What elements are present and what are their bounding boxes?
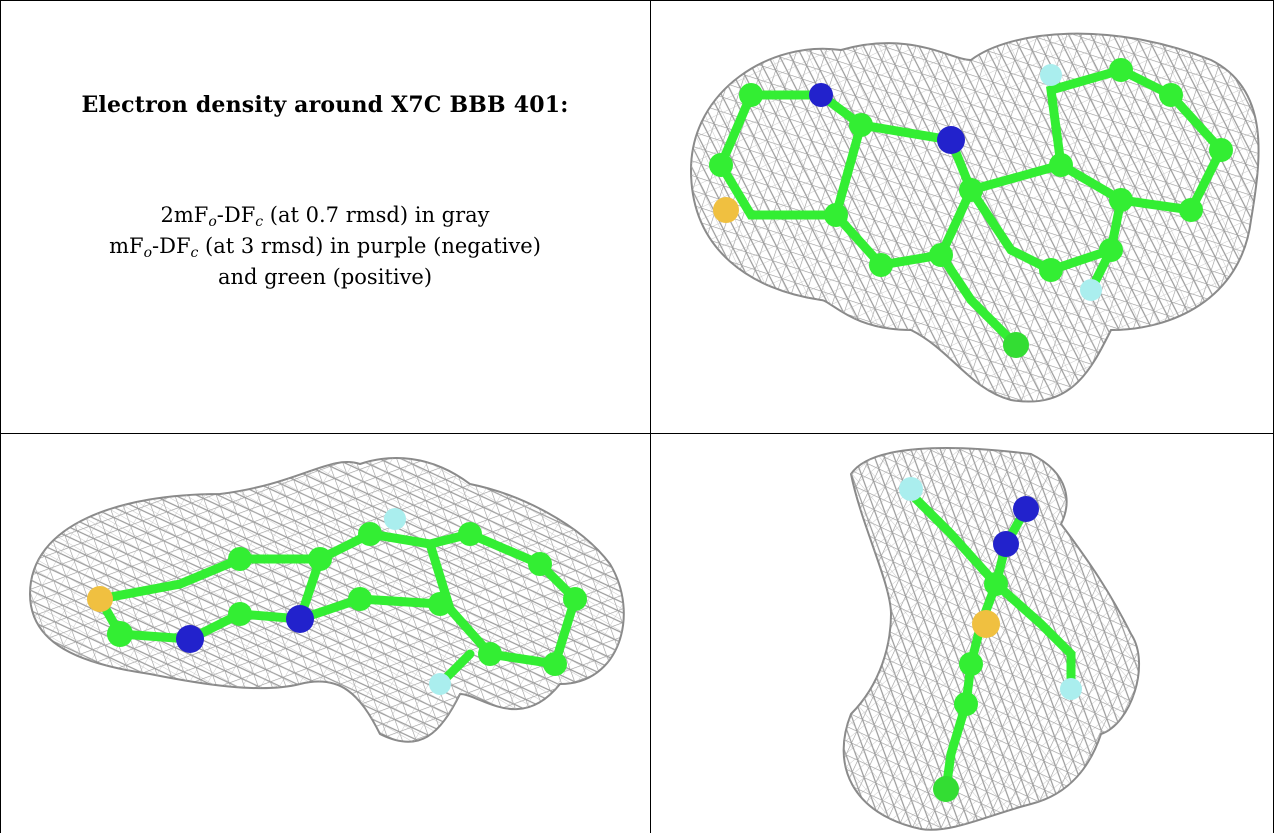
table-rule <box>0 433 1274 434</box>
table-rule <box>0 0 1 833</box>
carbon-atom <box>428 592 452 616</box>
carbon-atom <box>824 203 848 227</box>
nitrogen-atom <box>993 531 1019 557</box>
molecule-render-1 <box>689 32 1260 403</box>
fluorine-atom <box>1060 678 1082 700</box>
sulfur-atom <box>87 586 113 612</box>
fluorine-atom <box>1080 279 1102 301</box>
carbon-atom <box>228 602 252 626</box>
carbon-atom <box>358 522 382 546</box>
carbon-atom <box>1099 238 1123 262</box>
nitrogen-atom <box>937 126 965 154</box>
table-rule <box>0 0 1274 1</box>
carbon-atom <box>869 253 893 277</box>
carbon-atom <box>1109 188 1133 212</box>
carbon-atom <box>1039 258 1063 282</box>
nitrogen-atom <box>286 605 314 633</box>
molecule-render-2 <box>28 457 625 743</box>
molecule-render-3 <box>842 447 1140 831</box>
carbon-atom <box>959 178 983 202</box>
carbon-atom <box>348 587 372 611</box>
table-rule <box>650 0 651 833</box>
carbon-atom <box>1209 138 1233 162</box>
carbon-atom <box>528 552 552 576</box>
carbon-atom <box>954 692 978 716</box>
nitrogen-atom <box>1013 496 1039 522</box>
caption-line-2: mFo-DFc (at 3 rmsd) in purple (negative) <box>109 234 541 261</box>
fluorine-atom <box>899 477 923 501</box>
density-view-top-right <box>651 0 1273 433</box>
density-view-bottom-left <box>0 434 650 833</box>
carbon-atom <box>543 652 567 676</box>
carbon-atom <box>458 522 482 546</box>
carbon-atom <box>107 621 133 647</box>
carbon-atom <box>929 243 953 267</box>
density-view-bottom-right <box>651 434 1273 833</box>
caption-cell: Electron density around X7C BBB 401: 2mF… <box>0 0 650 433</box>
nitrogen-atom <box>809 83 833 107</box>
carbon-atom <box>308 547 332 571</box>
nitrogen-atom <box>176 625 204 653</box>
caption-title: Electron density around X7C BBB 401: <box>81 92 569 118</box>
fluorine-atom <box>429 673 451 695</box>
carbon-atom <box>849 113 873 137</box>
carbon-atom <box>478 642 502 666</box>
carbon-atom <box>1179 198 1203 222</box>
carbon-atom <box>563 587 587 611</box>
chlorine-atom <box>933 776 959 802</box>
caption-line-3: and green (positive) <box>217 265 433 289</box>
fluorine-atom <box>384 508 406 530</box>
carbon-atom <box>1049 153 1073 177</box>
sulfur-atom <box>713 197 739 223</box>
carbon-atom <box>984 572 1008 596</box>
chlorine-atom <box>1003 332 1029 358</box>
carbon-atom <box>1159 83 1183 107</box>
caption-line-1: 2mFo-DFc (at 0.7 rmsd) in gray <box>160 203 490 230</box>
carbon-atom <box>709 153 733 177</box>
sulfur-atom <box>972 610 1000 638</box>
carbon-atom <box>1109 58 1133 82</box>
caption-description: 2mFo-DFc (at 0.7 rmsd) in gray mFo-DFc (… <box>0 200 650 293</box>
fluorine-atom <box>1040 64 1062 86</box>
carbon-atom <box>228 547 252 571</box>
carbon-atom <box>739 83 763 107</box>
carbon-atom <box>959 652 983 676</box>
